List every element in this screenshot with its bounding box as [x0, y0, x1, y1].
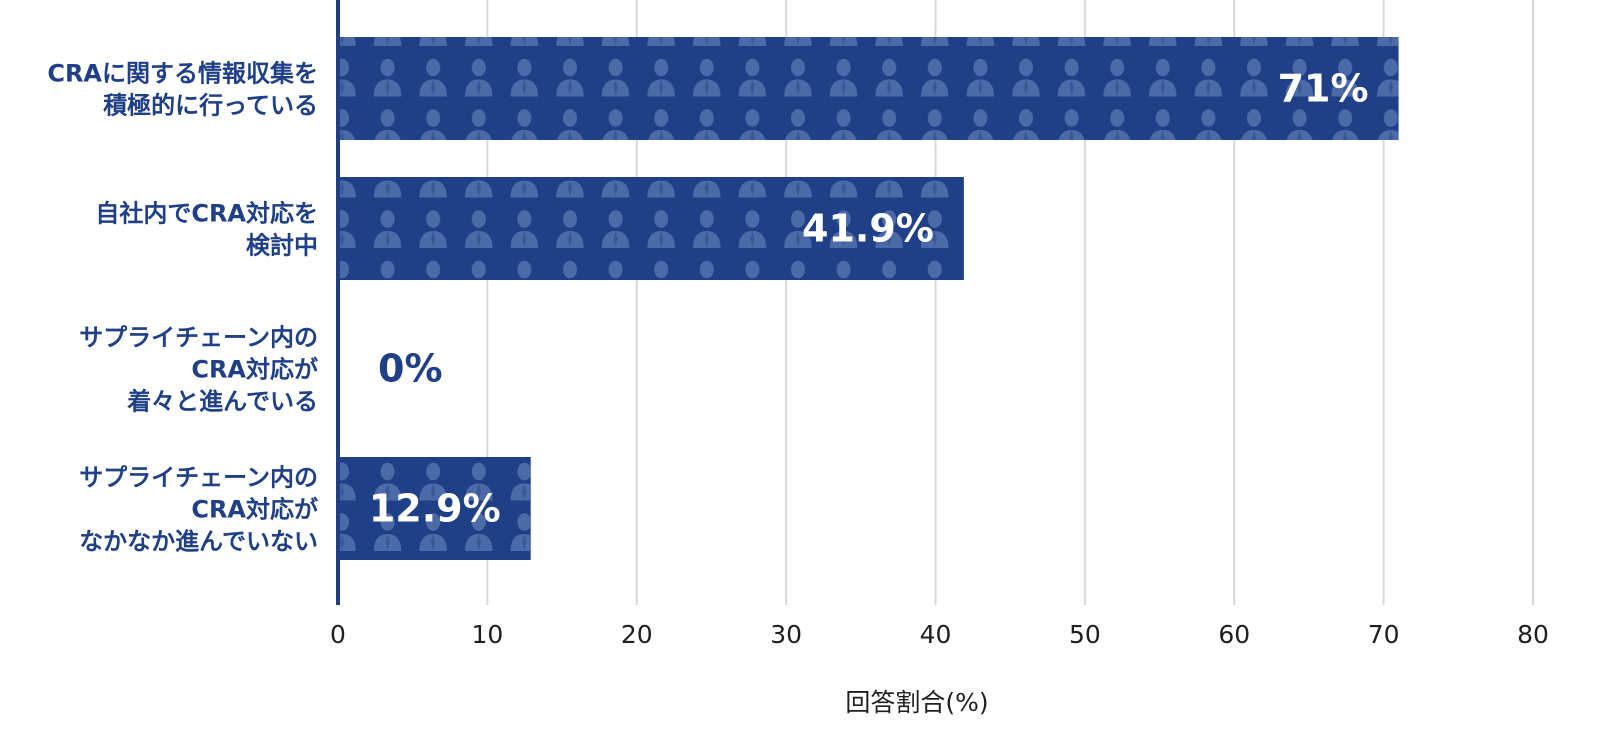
category-label-2: 自社内でCRA対応を検討中 [95, 200, 318, 260]
x-tick-label-0: 0 [330, 620, 346, 649]
category-label-line: サプライチェーン内の [79, 324, 318, 352]
category-labels: CRAに関する情報収集を積極的に行っている自社内でCRA対応を検討中サプライチェ… [47, 60, 318, 556]
bar-pattern-4 [338, 457, 531, 560]
category-label-line: CRAに関する情報収集を [47, 60, 318, 88]
category-label-line: 積極的に行っている [103, 92, 318, 120]
x-tick-labels: 0 10 20 30 40 50 60 70 80 [330, 620, 1549, 649]
x-tick-label-80: 80 [1517, 620, 1549, 649]
x-tick-label-10: 10 [471, 620, 503, 649]
category-label-4: サプライチェーン内の CRA対応がなかなか進んでいない [79, 464, 318, 556]
data-label-1: 71% [1278, 67, 1369, 111]
category-label-line: CRA対応が [191, 356, 318, 384]
category-label-1: CRAに関する情報収集を積極的に行っている [47, 60, 318, 120]
category-label-line: 自社内でCRA対応を [95, 200, 318, 228]
bar-pattern-1 [338, 37, 1399, 140]
x-tick-label-40: 40 [920, 620, 952, 649]
category-label-line: 検討中 [246, 232, 318, 260]
data-label-2: 41.9% [802, 207, 934, 251]
x-tick-label-60: 60 [1218, 620, 1250, 649]
category-label-line: なかなか進んでいない [79, 528, 318, 556]
category-label-line: CRA対応が [191, 496, 318, 524]
category-label-3: サプライチェーン内の CRA対応が着々と進んでいる [79, 324, 318, 416]
x-tick-label-30: 30 [770, 620, 802, 649]
x-tick-label-50: 50 [1069, 620, 1101, 649]
category-label-line: 着々と進んでいる [127, 388, 318, 416]
x-tick-label-70: 70 [1368, 620, 1400, 649]
bars [338, 37, 1399, 560]
data-label-3: 0% [378, 347, 443, 391]
bar-pattern-2 [338, 177, 964, 280]
data-labels: 71% 41.9% 0% 12.9% [369, 67, 1369, 531]
x-axis-title: 回答割合(%) [845, 688, 988, 717]
data-label-4: 12.9% [369, 487, 501, 531]
x-tick-label-20: 20 [621, 620, 653, 649]
category-label-line: サプライチェーン内の [79, 464, 318, 492]
